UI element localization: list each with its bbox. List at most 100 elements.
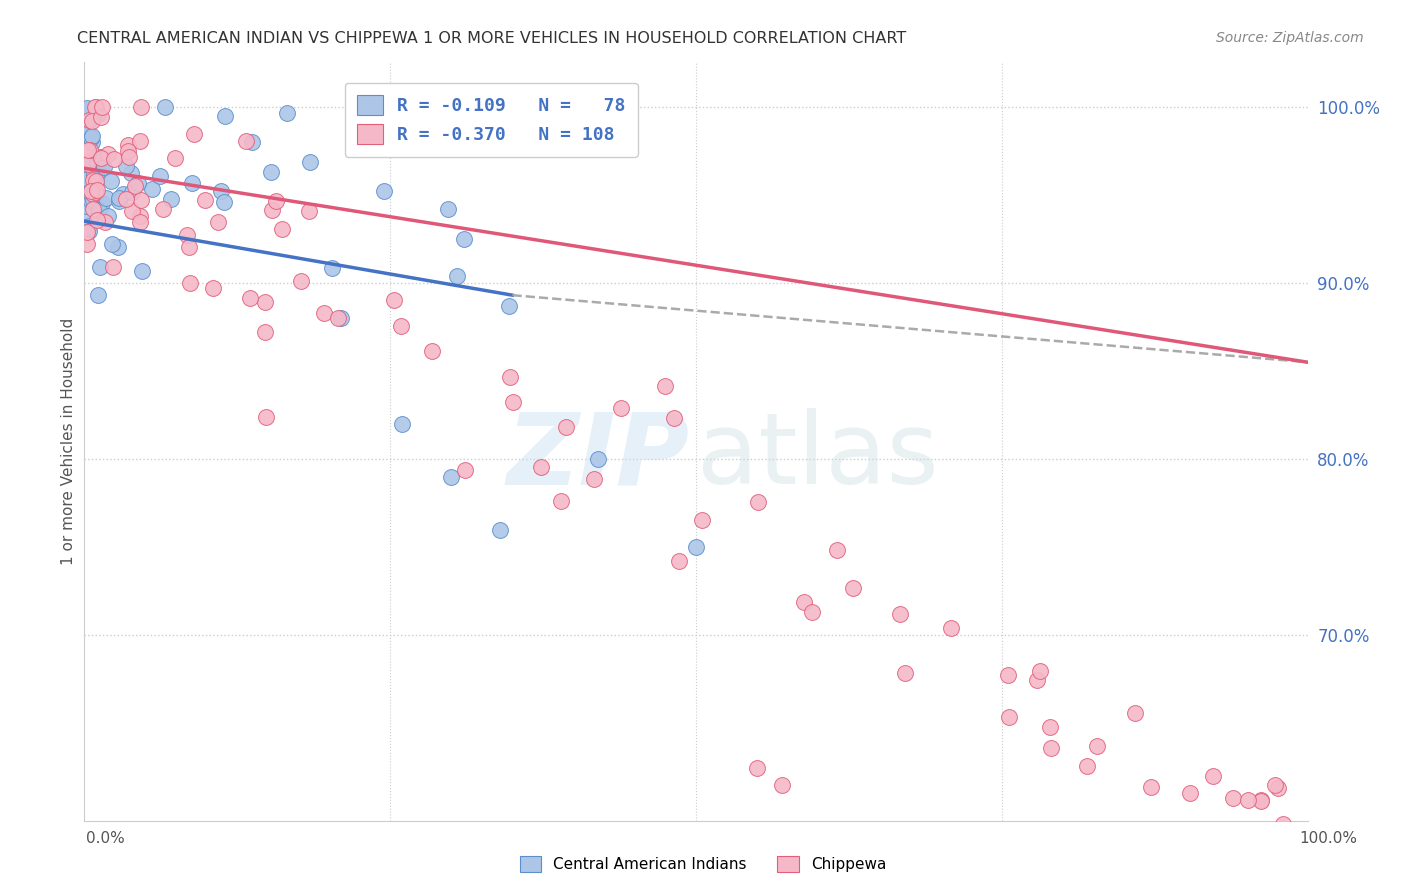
Point (498, 299, 520, 313)
Point (121, 204, 143, 219)
Point (209, 184, 232, 198)
Point (502, 394, 524, 409)
Point (107, 194, 129, 208)
Point (1233, 840, 1256, 855)
Point (437, 202, 460, 216)
Point (93, 160, 115, 174)
Point (115, 159, 138, 173)
Point (1267, 780, 1289, 795)
Point (801, 605, 824, 619)
Point (76, 199, 98, 213)
Point (77, 143, 100, 157)
Point (90, 151, 112, 165)
Point (160, 192, 183, 206)
Text: ZIP: ZIP (506, 409, 689, 505)
Point (554, 420, 576, 434)
Point (770, 778, 793, 792)
Point (115, 192, 138, 206)
Point (76, 172, 98, 186)
Point (253, 295, 276, 310)
Point (1294, 830, 1316, 844)
Point (77, 208, 100, 222)
Y-axis label: 1 or more Vehicles in Household: 1 or more Vehicles in Household (60, 318, 76, 566)
Point (1236, 840, 1258, 855)
Point (77, 223, 100, 237)
Point (1254, 840, 1277, 855)
Point (235, 134, 257, 148)
Point (1222, 790, 1244, 805)
Point (382, 293, 405, 307)
Point (79, 112, 101, 126)
Point (86, 213, 108, 227)
Point (212, 195, 235, 210)
Point (662, 411, 685, 425)
Point (1250, 794, 1272, 808)
Point (1028, 664, 1050, 678)
Point (201, 281, 224, 295)
Point (152, 202, 174, 216)
Point (75, 191, 97, 205)
Point (83, 185, 105, 199)
Point (107, 240, 129, 254)
Point (80, 194, 103, 208)
Point (100, 174, 122, 188)
Point (80, 130, 103, 145)
Text: Source: ZipAtlas.com: Source: ZipAtlas.com (1216, 31, 1364, 45)
Point (747, 761, 769, 775)
Point (1202, 769, 1225, 783)
Point (129, 99, 152, 113)
Point (82, 186, 104, 201)
Point (842, 581, 865, 595)
Point (91, 196, 114, 211)
Point (75, 135, 97, 149)
Point (129, 215, 152, 229)
Point (84, 168, 107, 182)
Point (440, 470, 463, 484)
Point (117, 145, 139, 159)
Point (941, 621, 963, 635)
Point (183, 128, 205, 142)
Point (298, 204, 321, 219)
Point (583, 472, 606, 486)
Point (77, 185, 100, 199)
Point (75, 128, 97, 142)
Point (93, 215, 115, 229)
Point (79, 179, 101, 194)
Point (80, 184, 103, 198)
Point (124, 178, 146, 193)
Point (79, 143, 101, 157)
Point (84, 173, 107, 187)
Point (176, 227, 198, 242)
Point (76, 237, 98, 252)
Point (76, 126, 98, 140)
Point (82, 181, 104, 195)
Point (1250, 793, 1272, 807)
Point (489, 523, 512, 537)
Point (87, 107, 110, 121)
Point (83, 167, 105, 181)
Point (499, 370, 522, 384)
Point (254, 325, 277, 339)
Point (103, 152, 125, 166)
Point (80, 128, 103, 143)
Point (1271, 830, 1294, 845)
Point (299, 155, 322, 169)
Point (1140, 780, 1163, 794)
Point (264, 194, 287, 208)
Point (373, 185, 395, 199)
Point (77, 219, 100, 234)
Point (82, 202, 104, 216)
Point (87, 208, 110, 222)
Point (1271, 817, 1294, 831)
Point (827, 543, 849, 558)
Point (84, 99, 107, 113)
Point (75, 155, 97, 169)
Point (117, 137, 139, 152)
Point (214, 109, 236, 123)
Point (180, 176, 202, 190)
Point (1085, 739, 1108, 753)
Point (276, 105, 298, 120)
Point (129, 209, 152, 223)
Point (894, 666, 917, 681)
Point (194, 193, 217, 207)
